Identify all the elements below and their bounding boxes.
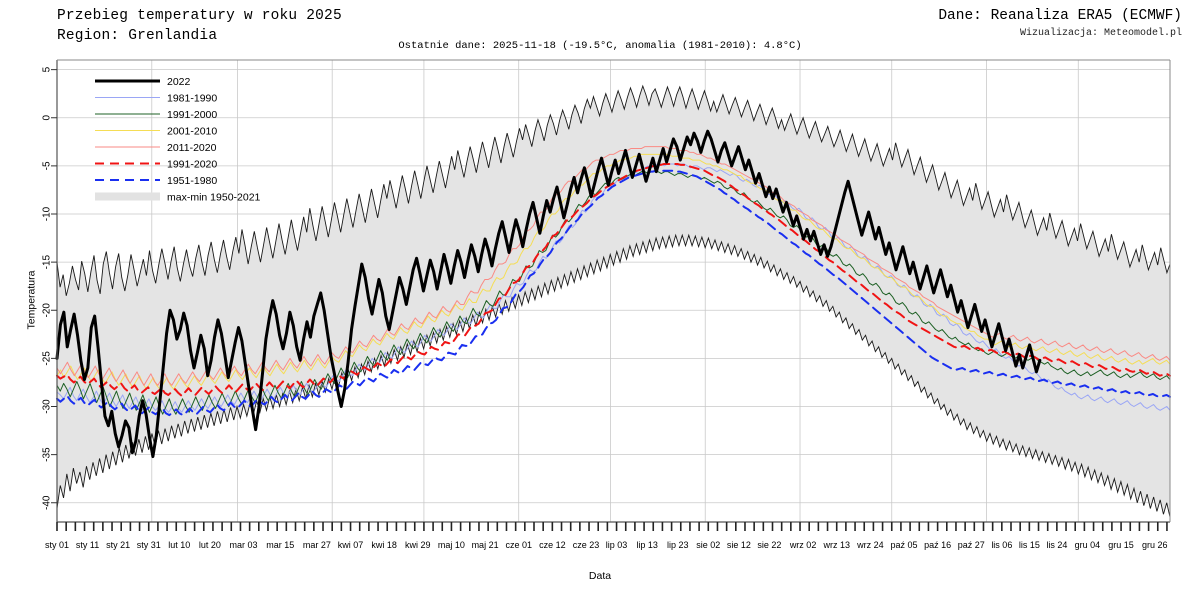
page-title: Przebieg temperatury w roku 2025	[57, 8, 342, 24]
x-tick-label: lis 15	[1019, 540, 1040, 550]
legend-label: 1991-2000	[167, 109, 217, 121]
x-tick-label: cze 23	[573, 540, 600, 550]
x-tick-label: sty 21	[106, 540, 130, 550]
x-tick-label: paź 27	[958, 540, 985, 550]
y-tick-label: -40	[42, 495, 53, 510]
visualization-credit: Wizualizacja: Meteomodel.pl	[1019, 28, 1182, 39]
x-tick-label: sie 12	[727, 540, 751, 550]
x-tick-label: wrz 13	[822, 540, 850, 550]
y-tick-label: -35	[42, 447, 53, 462]
x-tick-label: lip 03	[606, 540, 628, 550]
x-tick-label: maj 21	[472, 540, 499, 550]
x-tick-label: lut 20	[199, 540, 221, 550]
x-tick-label: sie 02	[696, 540, 720, 550]
x-tick-label: paź 05	[890, 540, 917, 550]
region-subtitle: Region: Grenlandia	[57, 28, 218, 44]
x-tick-label: maj 10	[438, 540, 465, 550]
x-tick-label: sie 22	[757, 540, 781, 550]
x-tick-label: wrz 24	[856, 540, 884, 550]
x-tick-label: kwi 18	[371, 540, 397, 550]
y-axis-label: Temperatura	[25, 270, 38, 330]
data-source-label: Dane: Reanaliza ERA5 (ECMWF)	[938, 8, 1182, 24]
minmax-band	[57, 85, 1170, 518]
x-tick-label: lut 10	[168, 540, 190, 550]
series-line-1951-1980	[56, 169, 1171, 417]
series-line-2011-2020	[56, 146, 1171, 386]
band-min-line	[56, 233, 1171, 518]
legend-label: 1981-1990	[167, 93, 217, 105]
legend-label: 2001-2010	[167, 126, 217, 138]
x-tick-label: kwi 29	[405, 540, 431, 550]
y-tick-label: -25	[42, 351, 53, 366]
latest-data-subtitle: Ostatnie dane: 2025-11-18 (-19.5°C, anom…	[398, 40, 802, 52]
x-tick-label: lip 13	[636, 540, 658, 550]
source-block: Dane: Reanaliza ERA5 (ECMWF) Wizualizacj…	[938, 6, 1182, 42]
x-tick-label: lis 24	[1046, 540, 1067, 550]
legend-label: max-min 1950-2021	[167, 192, 261, 204]
x-tick-label: gru 04	[1075, 540, 1101, 550]
x-tick-label: lip 23	[667, 540, 689, 550]
x-axis-label: Data	[588, 570, 612, 582]
legend-label: 1991-2020	[167, 159, 217, 171]
x-tick-label: sty 11	[76, 540, 99, 550]
band-max-line	[56, 84, 1171, 296]
x-tick-label: gru 26	[1142, 540, 1168, 550]
x-tick-label: sty 01	[45, 540, 69, 550]
y-tick-label: -5	[42, 161, 53, 170]
legend-label: 2022	[167, 76, 191, 88]
series-line-current-year	[55, 129, 1042, 459]
y-tick-label: -30	[42, 399, 53, 414]
y-tick-label: 5	[42, 66, 53, 72]
x-tick-label: lis 06	[991, 540, 1012, 550]
chart-title-block: Przebieg temperatury w roku 2025 Region:…	[57, 6, 342, 46]
x-tick-label: gru 15	[1108, 540, 1134, 550]
series-line-1991-2020	[56, 162, 1171, 397]
x-tick-label: mar 15	[266, 540, 294, 550]
x-tick-label: mar 27	[303, 540, 331, 550]
y-tick-label: -10	[42, 206, 53, 221]
x-tick-label: paź 16	[924, 540, 951, 550]
x-tick-label: kwi 07	[338, 540, 364, 550]
y-tick-label: -20	[42, 303, 53, 318]
y-tick-label: -15	[42, 254, 53, 269]
x-tick-label: sty 31	[137, 540, 161, 550]
legend-label: 1951-1980	[167, 175, 217, 187]
x-tick-label: cze 12	[539, 540, 566, 550]
x-tick-label: mar 03	[230, 540, 258, 550]
legend-label: 2011-2020	[167, 142, 217, 154]
x-tick-label: cze 01	[505, 540, 532, 550]
legend-swatch-band	[95, 192, 160, 201]
x-tick-label: wrz 02	[789, 540, 817, 550]
y-tick-label: 0	[42, 115, 53, 121]
